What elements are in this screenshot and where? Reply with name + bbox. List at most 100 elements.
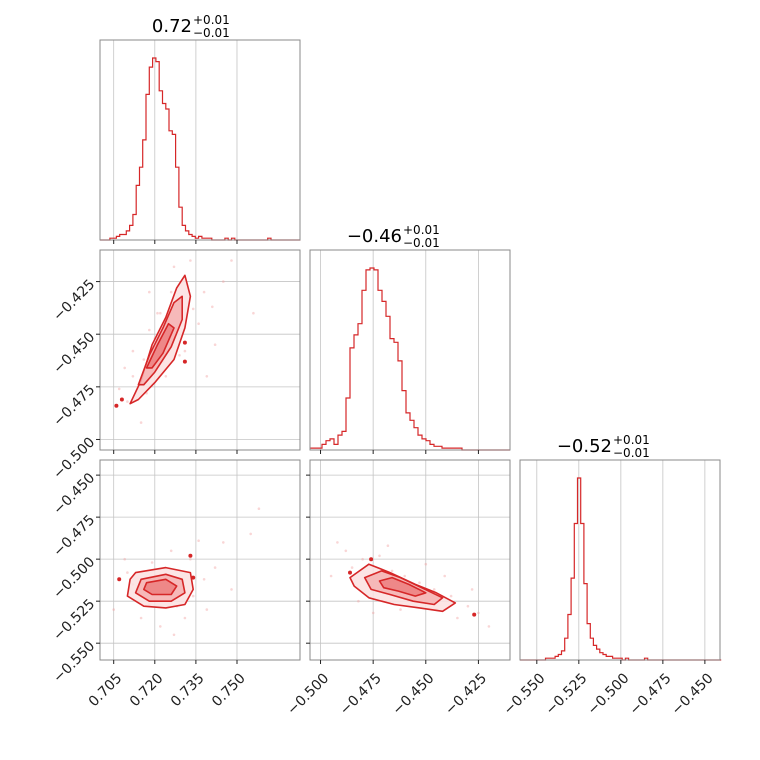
sample-point: [131, 375, 135, 378]
sample-point: [139, 421, 143, 424]
sample-point: [230, 588, 233, 591]
panel-titles: 0.72 +0.01−0.01−0.46 +0.01−0.01−0.52 +0.01−…: [152, 13, 650, 460]
sample-point: [191, 594, 195, 598]
sample-point: [470, 588, 474, 591]
x-tick-label: 0.735: [168, 670, 208, 710]
sample-point: [249, 532, 252, 536]
y-tick-label: −0.450: [50, 329, 98, 377]
panel-frame-1-1: [309, 249, 511, 451]
param-title-0: 0.72 +0.01−0.01: [152, 13, 230, 40]
outlier-point: [188, 553, 193, 558]
title-upper-error: +0.01: [403, 223, 440, 237]
x-tick-label: −0.475: [337, 670, 385, 718]
x-tick-label: −0.450: [390, 670, 438, 718]
sample-point: [443, 574, 447, 578]
title-lower-error: −0.01: [613, 446, 650, 460]
sample-point: [159, 625, 162, 628]
sample-point: [139, 616, 143, 620]
sample-point: [197, 322, 200, 326]
sample-point: [487, 625, 491, 628]
x-tick-label: −0.475: [627, 670, 675, 718]
y-tick-label: −0.525: [50, 596, 98, 644]
sample-point: [191, 307, 195, 311]
sample-point: [361, 557, 364, 561]
density-panel-1-2: [329, 541, 491, 628]
x-tick-label: −0.550: [501, 670, 549, 718]
x-tick-label: 0.720: [127, 670, 167, 710]
panel-frame-2-1: [309, 459, 511, 661]
sample-point: [252, 311, 255, 315]
sample-point: [126, 400, 129, 403]
title-value: −0.46: [347, 226, 402, 247]
outlier-point: [117, 577, 122, 582]
sample-point: [183, 616, 187, 620]
contour-level-3: [378, 576, 427, 597]
sample-point: [386, 544, 390, 547]
x-tick-label: −0.450: [669, 670, 717, 718]
title-value: −0.52: [557, 436, 612, 457]
sample-point: [148, 290, 151, 294]
outlier-point: [182, 340, 187, 345]
sample-point: [183, 349, 187, 353]
sample-point: [205, 608, 209, 611]
sample-point: [230, 259, 233, 262]
sample-point: [371, 611, 375, 615]
panel-frame-0-0: [99, 39, 301, 241]
sample-point: [357, 599, 360, 603]
outlier-point: [348, 570, 352, 575]
sample-point: [169, 549, 173, 553]
title-upper-error: +0.01: [193, 13, 230, 27]
y-tick-label: −0.425: [50, 277, 98, 325]
x-tick-label: −0.525: [543, 670, 591, 718]
sample-point: [378, 554, 381, 558]
param-title-1: −0.46 +0.01−0.01: [347, 223, 440, 250]
outlier-point: [114, 403, 119, 408]
sample-point: [403, 574, 407, 578]
title-value: 0.72: [152, 16, 192, 37]
sample-point: [156, 311, 159, 315]
contour-level-3: [143, 578, 178, 596]
sample-point: [418, 581, 421, 584]
panel-frames: [99, 39, 721, 661]
x-tick-label: −0.500: [284, 670, 332, 718]
sample-point: [449, 594, 453, 598]
y-tick-label: −0.500: [50, 554, 98, 602]
sample-point: [432, 588, 436, 591]
sample-point: [336, 541, 339, 544]
sample-point: [189, 557, 192, 561]
outlier-point: [472, 612, 477, 617]
sample-point: [205, 375, 209, 378]
x-tick-label: −0.500: [585, 670, 633, 718]
sample-point: [424, 562, 428, 566]
outlier-point: [191, 575, 196, 580]
sample-point: [477, 611, 480, 615]
y-tick-label: −0.550: [50, 638, 98, 686]
sample-point: [202, 290, 206, 294]
panel-frame-2-2: [519, 459, 721, 661]
title-lower-error: −0.01: [403, 236, 440, 250]
sample-point: [112, 608, 115, 611]
param-title-2: −0.52 +0.01−0.01: [557, 433, 650, 460]
sample-point: [148, 328, 151, 332]
sample-point: [466, 604, 470, 608]
sample-point: [172, 265, 176, 269]
histogram-0: [100, 57, 301, 241]
x-tick-label: 0.705: [86, 670, 126, 710]
data-layer: [100, 57, 722, 661]
sample-point: [202, 578, 206, 581]
tick-marks: [96, 240, 706, 664]
panel-frame-1-0: [99, 249, 301, 451]
title-upper-error: +0.01: [613, 433, 650, 447]
sample-point: [344, 549, 348, 553]
sample-point: [399, 608, 402, 611]
sample-point: [150, 561, 154, 564]
sample-point: [257, 507, 261, 511]
sample-point: [211, 305, 214, 309]
y-tick-label: −0.475: [50, 512, 98, 560]
sample-point: [142, 358, 146, 361]
x-tick-label: −0.425: [442, 670, 490, 718]
panel-frame-2-0: [99, 459, 301, 661]
sample-point: [131, 349, 135, 353]
sample-point: [329, 574, 333, 578]
